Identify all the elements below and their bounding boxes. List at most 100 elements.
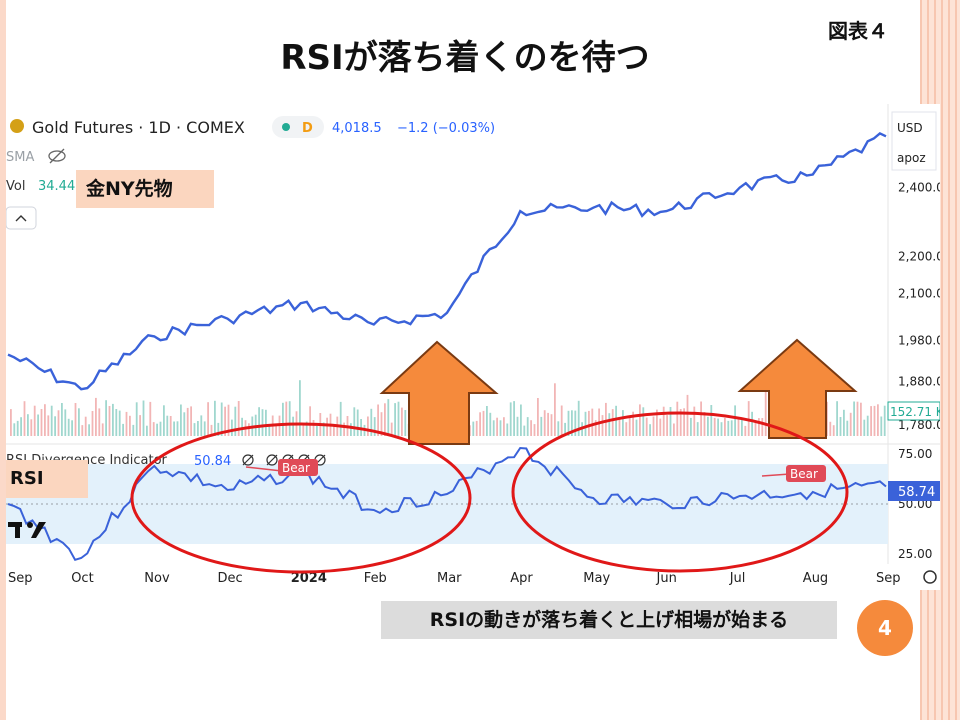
volume-bar [384,403,386,436]
rsi-tick-label: 75.00 [898,447,932,461]
volume-bar [853,401,855,436]
volume-bar [214,400,216,436]
volume-bar [129,415,131,436]
volume-bar [115,409,118,436]
volume-bar [373,417,376,436]
volume-bar [557,421,560,436]
volume-bar [210,424,213,436]
volume-bar [700,401,702,436]
volume-bar [499,420,502,436]
collapse-button[interactable] [5,206,37,230]
volume-bar [163,405,165,436]
volume-bar [288,401,291,436]
unit-label[interactable]: apoz [897,151,926,165]
volume-bar [863,419,866,436]
volume-bar [741,419,743,436]
volume-bar [20,417,22,436]
volume-bar [571,410,573,436]
volume-bar [683,408,685,436]
time-tick-label: Sep [8,571,33,586]
volume-bar [237,401,240,436]
vol-value: 34.44 [38,179,75,194]
volume-bar [197,421,199,436]
gold-futures-label: 金NY先物 [76,170,214,208]
volume-bar [404,410,407,436]
price-tick-label: 1,980.0 [898,333,940,347]
page-number: 4 [857,600,913,656]
volume-bar [370,408,373,436]
volume-bar [299,380,301,436]
volume-bar [112,403,114,436]
volume-bar [322,422,325,436]
volume-bar [44,404,46,436]
volume-bar [836,401,838,436]
currency-box[interactable] [891,111,937,171]
sma-label[interactable]: SMA [6,150,34,165]
volume-bar [751,411,753,436]
currency-label[interactable]: USD [897,121,923,135]
volume-bar [717,418,719,436]
volume-bar [537,398,539,436]
eye-off-icon[interactable] [48,148,66,164]
volume-bar [118,410,121,436]
volume-bar [649,424,651,436]
volume-bar [149,401,152,436]
volume-bar [54,416,56,436]
slide-title: RSIが落ち着くのを待つ [280,38,650,78]
volume-bar [642,407,645,436]
volume-bar [526,417,529,436]
volume-bar [282,402,284,436]
volume-bar [98,408,101,436]
volume-bar [302,424,305,436]
volume-bar [350,423,352,436]
volume-bar [530,420,532,436]
volume-bar [23,401,26,436]
volume-bar [27,414,29,436]
volume-bar [200,415,203,436]
volume-bar [737,417,740,436]
volume-bar [554,383,556,436]
volume-bar [74,403,77,436]
volume-bar [146,425,148,436]
volume-bar [605,402,607,436]
volume-bar [625,422,628,436]
settings-gear-icon[interactable] [923,570,937,584]
volume-bar [88,424,90,436]
volume-bar [720,422,723,436]
volume-bar [316,425,318,436]
volume-bar [13,423,16,436]
volume-bar [139,415,141,436]
volume-bar [635,419,638,436]
volume-bar [707,416,709,436]
volume-bar [877,404,879,436]
volume-bar [832,425,835,436]
volume-bar [880,416,883,436]
volume-bar [843,409,845,436]
volume-bar [231,419,233,436]
volume-bar [761,418,764,436]
volume-bar [268,424,271,436]
volume-bar [159,421,162,436]
volume-bar [540,416,543,436]
volume-bar [343,422,345,436]
volume-bar [217,422,220,436]
volume-bar [550,414,553,436]
bear-tag [278,459,318,476]
volume-bar [305,421,308,436]
up-arrow-left [379,340,499,445]
left-decor-stripe [0,0,6,720]
volume-bar [57,410,60,436]
status-pill[interactable] [272,116,324,138]
time-tick-label: May [583,571,610,586]
volume-bar [37,414,39,436]
time-tick-label: Dec [218,571,243,586]
volume-bar [846,420,849,436]
volume-bar [710,405,713,436]
volume-bar [479,412,481,436]
volume-bar [309,406,311,436]
volume-bar [81,425,84,436]
volume-bar [601,415,604,436]
volume-bar [516,416,519,436]
volume-bar [734,405,736,436]
volume-bar [285,401,288,436]
